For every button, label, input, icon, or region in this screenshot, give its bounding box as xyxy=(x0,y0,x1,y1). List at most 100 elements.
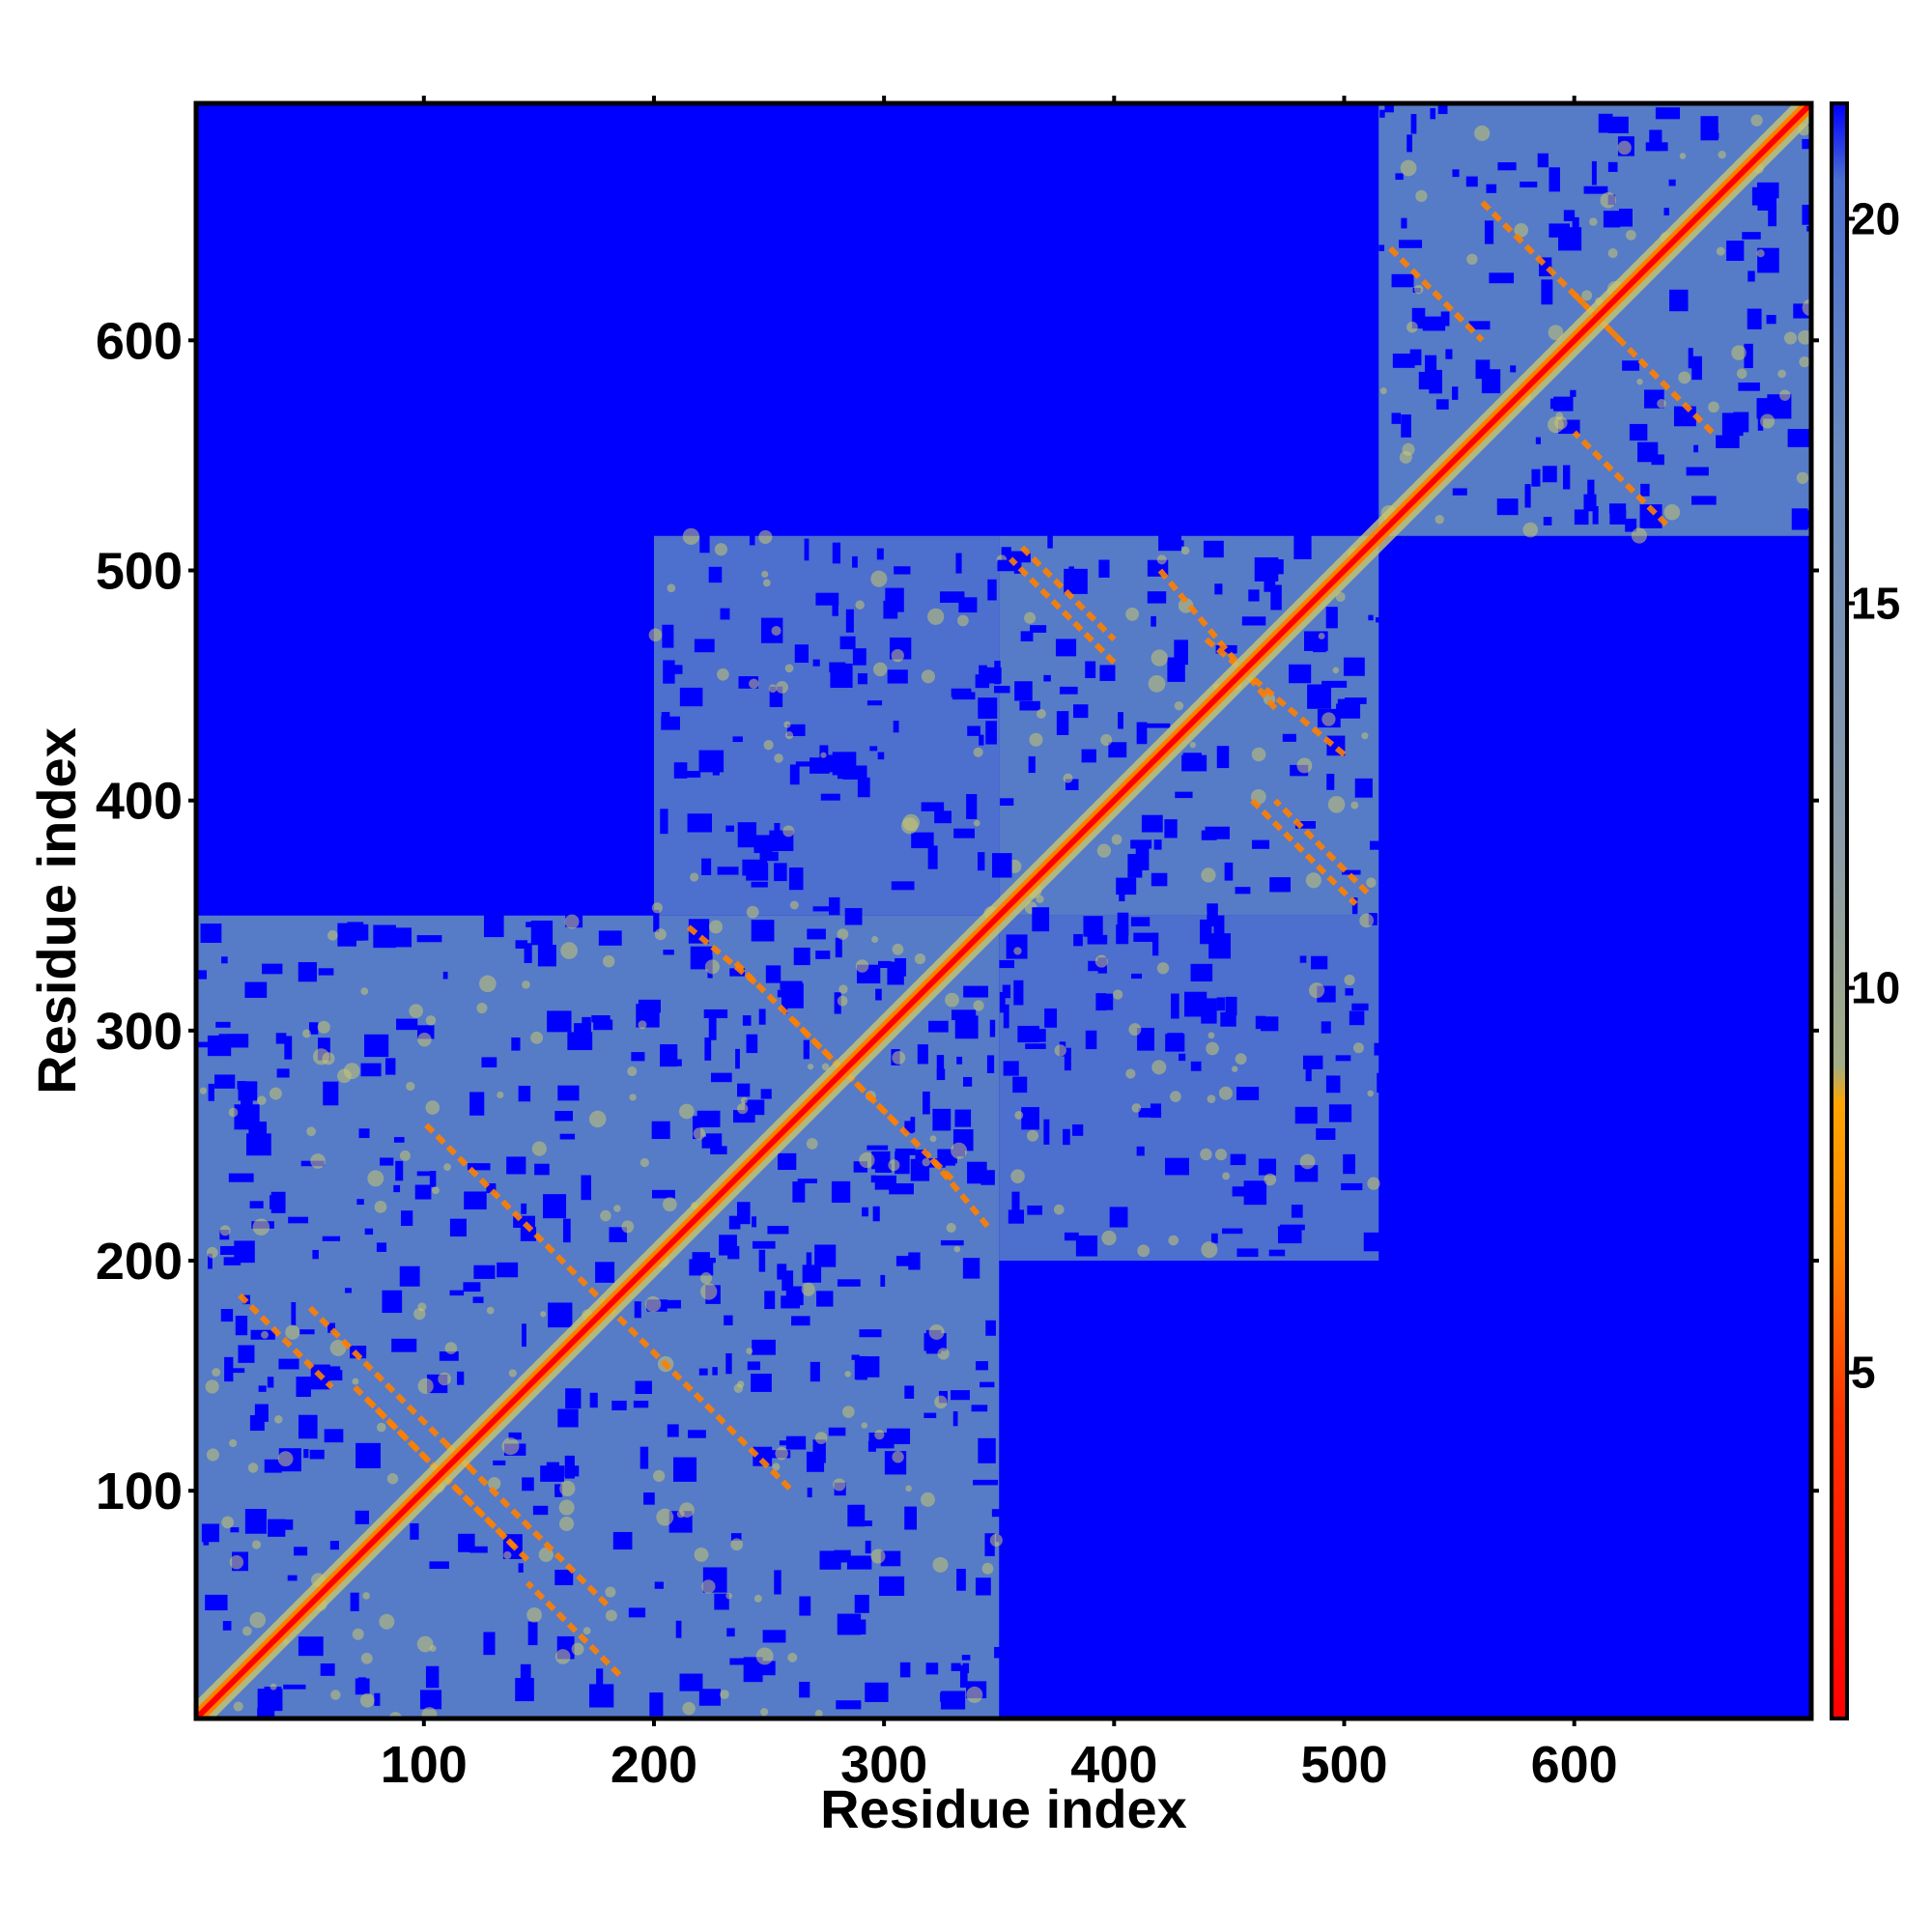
texture-hole xyxy=(961,1655,971,1661)
texture-near xyxy=(1779,389,1791,401)
texture-near xyxy=(1189,741,1196,749)
texture-hole xyxy=(419,1690,442,1710)
texture-near xyxy=(700,1283,718,1300)
texture-hole xyxy=(940,1691,964,1702)
texture-near xyxy=(1400,159,1417,177)
texture-hole xyxy=(877,752,885,760)
texture-hole xyxy=(463,1282,481,1293)
texture-near xyxy=(1218,1086,1233,1100)
texture-hole xyxy=(1108,742,1127,758)
texture-near xyxy=(621,1220,635,1234)
texture-near xyxy=(1100,733,1113,747)
texture-hole xyxy=(672,1059,682,1066)
contact-line-mirror xyxy=(525,1580,622,1677)
texture-near xyxy=(249,1611,267,1629)
texture-near xyxy=(922,1158,930,1167)
texture-hole xyxy=(1369,840,1383,850)
texture-near xyxy=(709,920,724,934)
texture-hole xyxy=(1542,466,1557,483)
texture-hole xyxy=(828,1427,846,1436)
texture-hole xyxy=(1354,778,1373,798)
texture-hole xyxy=(527,1621,538,1646)
texture-near xyxy=(746,905,759,919)
texture-hole xyxy=(1342,869,1361,875)
contact-line xyxy=(238,1293,334,1390)
texture-hole xyxy=(1056,711,1069,735)
texture-hole xyxy=(1572,216,1579,237)
texture-hole xyxy=(781,1270,794,1292)
texture-hole xyxy=(1422,316,1446,331)
texture-hole xyxy=(816,1291,834,1307)
texture-hole xyxy=(1531,469,1541,487)
texture-hole xyxy=(1291,1205,1303,1218)
texture-near xyxy=(784,731,794,740)
texture-hole xyxy=(1570,389,1577,397)
texture-hole xyxy=(1072,704,1089,719)
texture-hole xyxy=(244,1509,267,1534)
texture-hole xyxy=(1311,955,1328,970)
texture-hole xyxy=(891,881,915,891)
texture-hole xyxy=(278,1358,299,1370)
texture-hole xyxy=(1351,897,1358,915)
texture-near xyxy=(1435,515,1444,525)
texture-hole xyxy=(737,822,757,848)
texture-near xyxy=(429,1644,437,1652)
texture-near xyxy=(746,1348,753,1354)
texture-near xyxy=(406,1081,415,1092)
texture-near xyxy=(1636,379,1643,385)
texture-hole xyxy=(1248,589,1260,602)
texture-hole xyxy=(227,1368,245,1374)
texture-near xyxy=(1029,732,1043,747)
texture-hole xyxy=(1747,308,1762,329)
texture-near xyxy=(1522,522,1539,538)
texture-hole xyxy=(1170,993,1179,1019)
texture-hole xyxy=(557,1085,580,1101)
texture-hole xyxy=(393,1137,405,1143)
texture-hole xyxy=(1137,1028,1154,1051)
texture-hole xyxy=(925,1662,939,1675)
texture-near xyxy=(945,992,959,1008)
texture-hole xyxy=(994,660,1001,685)
texture-hole xyxy=(1484,220,1494,244)
texture-hole xyxy=(876,548,884,560)
texture-hole xyxy=(581,1175,591,1201)
texture-hole xyxy=(1607,161,1618,172)
texture-hole xyxy=(851,1354,860,1360)
texture-hole xyxy=(486,1182,497,1194)
texture-hole xyxy=(1543,517,1552,526)
texture-near xyxy=(733,1383,744,1393)
texture-hole xyxy=(994,1646,1008,1659)
texture-hole xyxy=(1064,1047,1071,1071)
texture-near xyxy=(1113,989,1123,1000)
texture-hole xyxy=(1377,1072,1389,1094)
texture-hole xyxy=(997,559,1022,572)
texture-hole xyxy=(666,665,683,674)
texture-hole xyxy=(887,669,908,684)
texture-hole xyxy=(611,1400,627,1410)
texture-near xyxy=(701,1579,716,1594)
texture-hole xyxy=(777,989,783,998)
texture-hole xyxy=(457,1371,465,1385)
texture-hole xyxy=(364,1034,389,1058)
texture-near xyxy=(1679,153,1687,159)
texture-hole xyxy=(1294,821,1316,829)
texture-hole xyxy=(458,1533,475,1552)
texture-hole xyxy=(1011,1191,1020,1212)
texture-hole xyxy=(698,750,724,773)
texture-hole xyxy=(220,1309,234,1322)
texture-hole xyxy=(821,754,838,773)
texture-hole xyxy=(911,832,934,849)
texture-near xyxy=(212,1368,221,1378)
texture-near xyxy=(277,1451,294,1467)
texture-hole xyxy=(298,1329,315,1335)
texture-hole xyxy=(1637,441,1659,463)
y-tick-label: 200 xyxy=(96,1233,183,1291)
texture-near xyxy=(1054,1044,1066,1057)
texture-near xyxy=(352,1378,359,1385)
texture-near xyxy=(855,959,869,973)
texture-hole xyxy=(662,624,674,648)
texture-near xyxy=(1352,1042,1364,1054)
texture-hole xyxy=(1235,887,1251,895)
texture-hole xyxy=(235,1316,248,1336)
